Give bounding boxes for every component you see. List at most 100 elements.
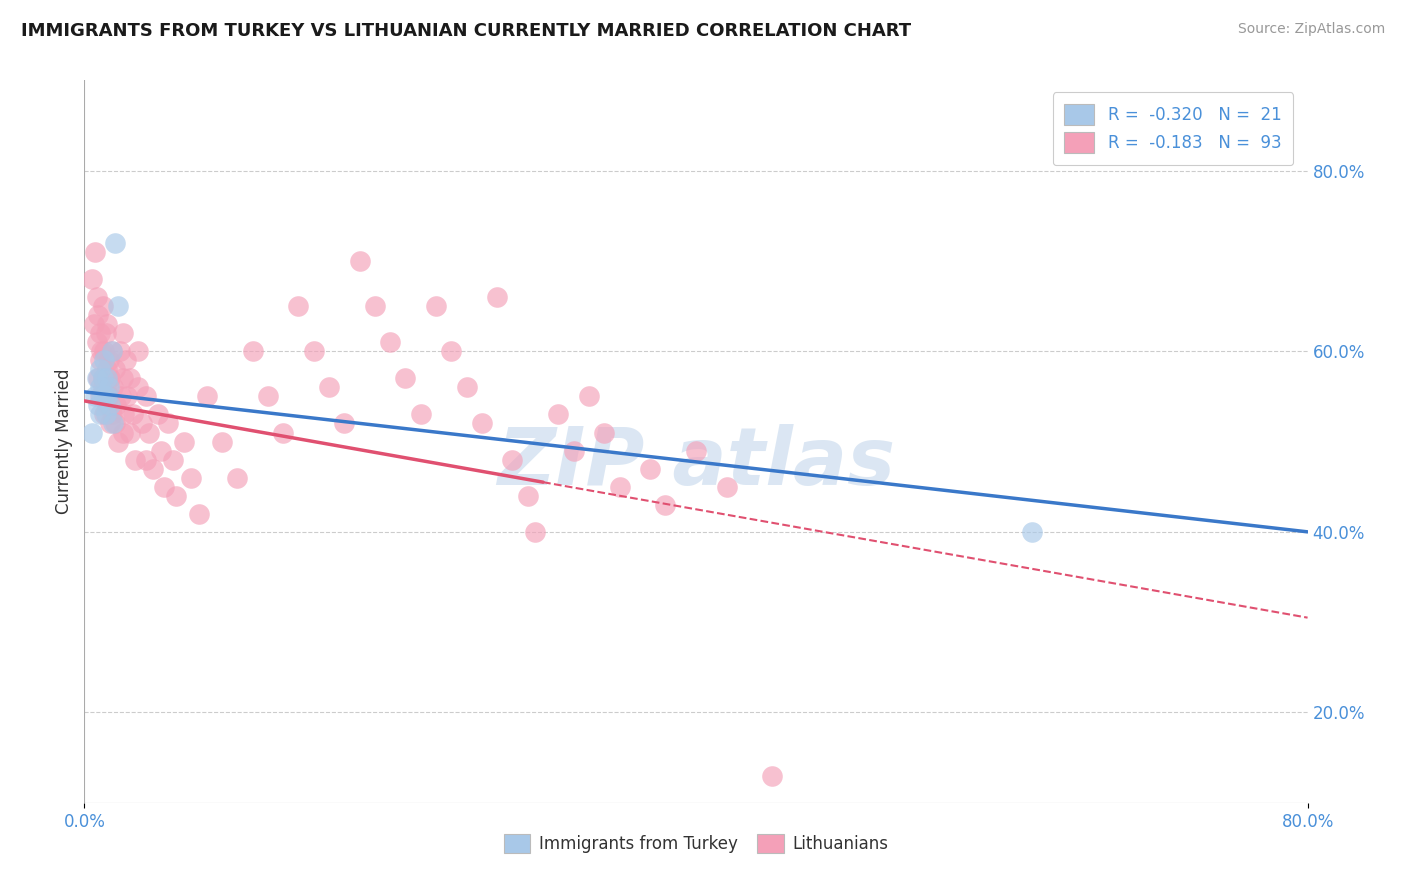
Point	[135, 452, 157, 467]
Text: IMMIGRANTS FROM TURKEY VS LITHUANIAN CURRENTLY MARRIED CORRELATION CHART: IMMIGRANTS FROM TURKEY VS LITHUANIAN CUR…	[21, 22, 911, 40]
Point	[135, 389, 157, 403]
Y-axis label: Currently Married: Currently Married	[55, 368, 73, 515]
Point	[654, 498, 676, 512]
Point	[104, 235, 127, 250]
Point	[80, 425, 103, 440]
Point	[90, 344, 112, 359]
Point	[122, 408, 145, 422]
Point	[257, 389, 280, 403]
Point	[486, 290, 509, 304]
Point	[108, 344, 131, 359]
Point	[685, 443, 707, 458]
Point	[80, 272, 103, 286]
Point	[162, 452, 184, 467]
Point	[112, 408, 135, 422]
Point	[87, 308, 110, 322]
Point	[94, 408, 117, 422]
Point	[107, 299, 129, 313]
Point	[153, 480, 176, 494]
Point	[142, 461, 165, 475]
Point	[98, 371, 121, 385]
Point	[120, 371, 142, 385]
Point	[165, 489, 187, 503]
Point	[97, 380, 120, 394]
Point	[211, 434, 233, 449]
Legend: Immigrants from Turkey, Lithuanians: Immigrants from Turkey, Lithuanians	[496, 827, 896, 860]
Point	[98, 417, 121, 431]
Point	[111, 326, 134, 340]
Point	[242, 344, 264, 359]
Point	[271, 425, 294, 440]
Point	[131, 417, 153, 431]
Point	[638, 461, 661, 475]
Point	[180, 470, 202, 484]
Point	[86, 371, 108, 385]
Point	[349, 253, 371, 268]
Point	[93, 344, 115, 359]
Point	[84, 389, 107, 403]
Point	[149, 443, 172, 458]
Point	[138, 425, 160, 440]
Point	[318, 380, 340, 394]
Point	[333, 417, 356, 431]
Point	[146, 408, 169, 422]
Point	[93, 389, 115, 403]
Point	[89, 326, 111, 340]
Point	[394, 371, 416, 385]
Point	[173, 434, 195, 449]
Point	[104, 362, 127, 376]
Point	[716, 480, 738, 494]
Point	[157, 417, 180, 431]
Point	[96, 389, 118, 403]
Point	[524, 524, 547, 539]
Point	[440, 344, 463, 359]
Point	[96, 362, 118, 376]
Point	[195, 389, 218, 403]
Point	[86, 335, 108, 350]
Point	[302, 344, 325, 359]
Point	[96, 371, 118, 385]
Point	[188, 507, 211, 521]
Point	[364, 299, 387, 313]
Point	[111, 371, 134, 385]
Point	[98, 398, 121, 412]
Point	[107, 434, 129, 449]
Point	[87, 398, 110, 412]
Point	[110, 389, 132, 403]
Point	[124, 452, 146, 467]
Text: Source: ZipAtlas.com: Source: ZipAtlas.com	[1237, 22, 1385, 37]
Point	[103, 380, 125, 394]
Point	[93, 408, 115, 422]
Point	[91, 371, 114, 385]
Point	[120, 425, 142, 440]
Point	[456, 380, 478, 394]
Point	[609, 480, 631, 494]
Point	[97, 353, 120, 368]
Point	[86, 290, 108, 304]
Point	[127, 344, 149, 359]
Point	[101, 408, 124, 422]
Point	[89, 389, 111, 403]
Point	[90, 389, 112, 403]
Point	[84, 244, 107, 259]
Point	[94, 380, 117, 394]
Point	[89, 353, 111, 368]
Point	[94, 326, 117, 340]
Point	[111, 425, 134, 440]
Point	[114, 353, 136, 368]
Point	[380, 335, 402, 350]
Point	[89, 408, 111, 422]
Point	[101, 344, 124, 359]
Point	[287, 299, 309, 313]
Point	[83, 317, 105, 331]
Point	[97, 389, 120, 403]
Point	[578, 389, 600, 403]
Text: ZIP atlas: ZIP atlas	[496, 425, 896, 502]
Point	[471, 417, 494, 431]
Point	[516, 489, 538, 503]
Point	[593, 425, 616, 440]
Point	[502, 452, 524, 467]
Point	[105, 398, 128, 412]
Point	[226, 470, 249, 484]
Point	[104, 417, 127, 431]
